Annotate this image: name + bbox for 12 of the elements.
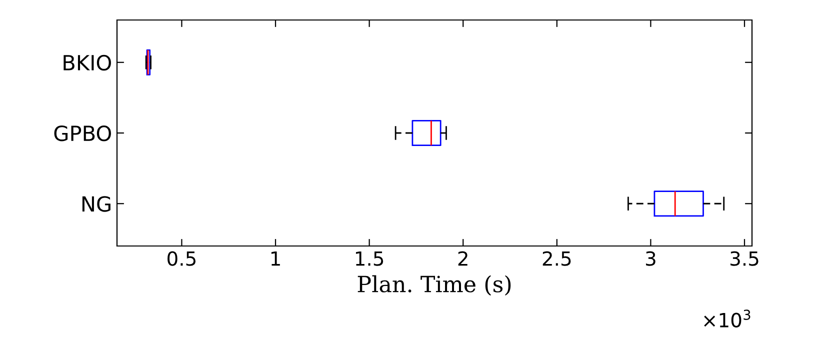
x-tick-label: 1.5 [356,251,384,266]
text: ×10$^{3}$ [704,310,750,328]
y-tick-label: NG [82,196,110,212]
x-tick-label: 2 [458,251,468,266]
x-tick-label: 3 [646,251,656,266]
y-tick-label: GPBO [54,125,111,142]
x-tick-label: 3.5 [730,251,758,266]
x-tick-label: 2.5 [542,251,571,266]
x-axis-title: Plan. Time (s) [358,275,511,296]
x-tick-label: 0.5 [168,251,196,266]
y-tick-label: BKIO [64,54,111,71]
x-tick-label: 1 [271,251,280,266]
